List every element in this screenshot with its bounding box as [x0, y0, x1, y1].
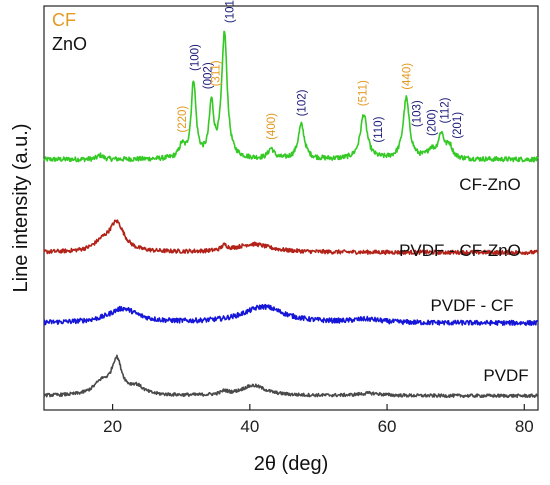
x-tick-label-20: 20 [103, 417, 122, 436]
series-label-pvdf-cf: PVDF - CF [430, 296, 513, 315]
legend-entry-cf: CF [52, 10, 76, 30]
peak-label: (100) [189, 44, 201, 71]
legend: CF ZnO [52, 10, 87, 54]
peak-label: (002) [202, 62, 214, 89]
peak-label-layer: (220) (100)(002)(311) (101) (400) (102) (511)… [177, 0, 464, 143]
series-label-pvdf: PVDF [483, 366, 528, 385]
series-layer [43, 30, 539, 399]
peak-label: (311) [211, 60, 223, 86]
peak-label: (400) [266, 113, 278, 140]
plot-frame [43, 5, 539, 411]
series-labels: CF-ZnO PVDF - CF-ZnO PVDF - CF PVDF [399, 175, 529, 385]
legend-entry-zno: ZnO [52, 34, 87, 54]
series-line-pvdf [43, 354, 539, 399]
peak-label: (110) [373, 116, 385, 142]
series-line-cf-zno [43, 30, 539, 163]
peak-label: (103) [412, 100, 424, 127]
x-axis: 20 40 60 80 [103, 404, 534, 436]
peak-label: (440) [401, 63, 413, 90]
x-tick-label-60: 60 [378, 417, 397, 436]
peak-label: (102) [296, 89, 308, 116]
peak-label: (112) [440, 97, 452, 123]
y-axis-title: Line intensity (a.u.) [10, 124, 32, 293]
series-label-pvdf-cf-zno: PVDF - CF-ZnO [399, 241, 521, 260]
series-line-pvdf-cf-zno [43, 219, 539, 256]
x-tick-label-80: 80 [515, 417, 534, 436]
peak-label: (201) [452, 112, 464, 139]
series-label-cf-zno: CF-ZnO [459, 175, 520, 194]
peak-label: (220) [177, 106, 189, 133]
peak-label: (200) [427, 109, 439, 136]
peak-label: (101) [224, 0, 236, 23]
x-axis-title: 2θ (deg) [254, 453, 329, 475]
peak-label: (511) [357, 80, 369, 106]
series-line-pvdf-cf [43, 303, 539, 327]
x-tick-label-40: 40 [240, 417, 259, 436]
